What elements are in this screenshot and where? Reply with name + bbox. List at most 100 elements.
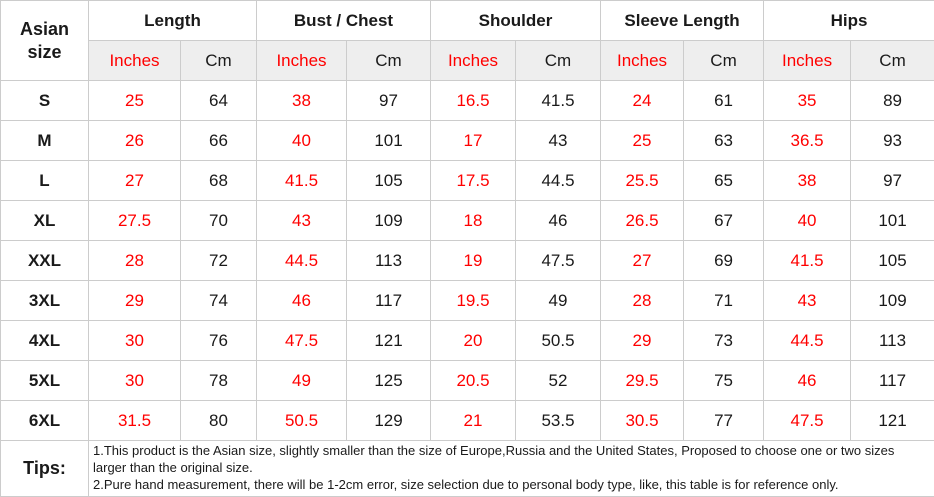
inches-value-cell: 49 [257,361,347,401]
tips-text: 1.This product is the Asian size, slight… [89,441,934,497]
inches-value-cell: 43 [257,201,347,241]
inches-value-cell: 47.5 [257,321,347,361]
inches-value-cell: 25 [601,121,684,161]
cm-value-cell: 121 [347,321,431,361]
inches-value-cell: 25.5 [601,161,684,201]
cm-value-cell: 76 [181,321,257,361]
inches-value-cell: 40 [257,121,347,161]
inches-value-cell: 26.5 [601,201,684,241]
inches-value-cell: 17.5 [431,161,516,201]
cm-value-cell: 61 [684,81,764,121]
tips-label: Tips: [1,441,89,497]
size-label: S [1,81,89,121]
inches-value-cell: 20 [431,321,516,361]
cm-value-cell: 73 [684,321,764,361]
inches-value-cell: 21 [431,401,516,441]
inches-value-cell: 19 [431,241,516,281]
size-label: M [1,121,89,161]
cm-value-cell: 97 [851,161,934,201]
inches-value-cell: 28 [89,241,181,281]
cm-value-cell: 68 [181,161,257,201]
cm-value-cell: 70 [181,201,257,241]
cm-value-cell: 49 [516,281,601,321]
inches-value-cell: 30 [89,361,181,401]
cm-value-cell: 71 [684,281,764,321]
cm-value-cell: 129 [347,401,431,441]
inches-value-cell: 35 [764,81,851,121]
cm-value-cell: 105 [347,161,431,201]
size-label: XL [1,201,89,241]
inches-value-cell: 29.5 [601,361,684,401]
inches-value-cell: 29 [89,281,181,321]
size-label: 5XL [1,361,89,401]
cm-value-cell: 53.5 [516,401,601,441]
cm-value-cell: 97 [347,81,431,121]
cm-value-cell: 105 [851,241,934,281]
cm-value-cell: 121 [851,401,934,441]
cm-value-cell: 67 [684,201,764,241]
inches-value-cell: 30.5 [601,401,684,441]
cm-value-cell: 101 [347,121,431,161]
inches-value-cell: 36.5 [764,121,851,161]
inches-value-cell: 43 [764,281,851,321]
tip-line: 2.Pure hand measurement, there will be 1… [93,477,930,494]
inches-value-cell: 44.5 [257,241,347,281]
inches-value-cell: 18 [431,201,516,241]
inches-value-cell: 44.5 [764,321,851,361]
cm-value-cell: 117 [851,361,934,401]
inches-unit-header: Inches [89,41,181,81]
inches-unit-header: Inches [601,41,684,81]
inches-value-cell: 27.5 [89,201,181,241]
inches-value-cell: 38 [764,161,851,201]
cm-value-cell: 52 [516,361,601,401]
cm-value-cell: 101 [851,201,934,241]
size-label: 3XL [1,281,89,321]
inches-unit-header: Inches [431,41,516,81]
cm-unit-header: Cm [516,41,601,81]
cm-value-cell: 65 [684,161,764,201]
size-label: L [1,161,89,201]
column-group-header: Sleeve Length [601,1,764,41]
inches-value-cell: 46 [764,361,851,401]
inches-value-cell: 47.5 [764,401,851,441]
inches-value-cell: 46 [257,281,347,321]
cm-value-cell: 113 [851,321,934,361]
cm-value-cell: 69 [684,241,764,281]
cm-value-cell: 43 [516,121,601,161]
tips-row: Tips: 1.This product is the Asian size, … [1,441,934,497]
cm-value-cell: 64 [181,81,257,121]
cm-unit-header: Cm [181,41,257,81]
inches-unit-header: Inches [257,41,347,81]
inches-value-cell: 41.5 [764,241,851,281]
cm-value-cell: 117 [347,281,431,321]
cm-value-cell: 77 [684,401,764,441]
cm-value-cell: 80 [181,401,257,441]
inches-value-cell: 28 [601,281,684,321]
cm-value-cell: 46 [516,201,601,241]
inches-value-cell: 20.5 [431,361,516,401]
inches-value-cell: 16.5 [431,81,516,121]
inches-value-cell: 19.5 [431,281,516,321]
cm-unit-header: Cm [347,41,431,81]
cm-value-cell: 74 [181,281,257,321]
corner-header: Asian size [1,1,89,81]
cm-value-cell: 50.5 [516,321,601,361]
column-group-header: Hips [764,1,934,41]
cm-value-cell: 93 [851,121,934,161]
cm-value-cell: 109 [851,281,934,321]
cm-value-cell: 113 [347,241,431,281]
cm-value-cell: 109 [347,201,431,241]
inches-value-cell: 27 [89,161,181,201]
cm-value-cell: 41.5 [516,81,601,121]
cm-value-cell: 89 [851,81,934,121]
